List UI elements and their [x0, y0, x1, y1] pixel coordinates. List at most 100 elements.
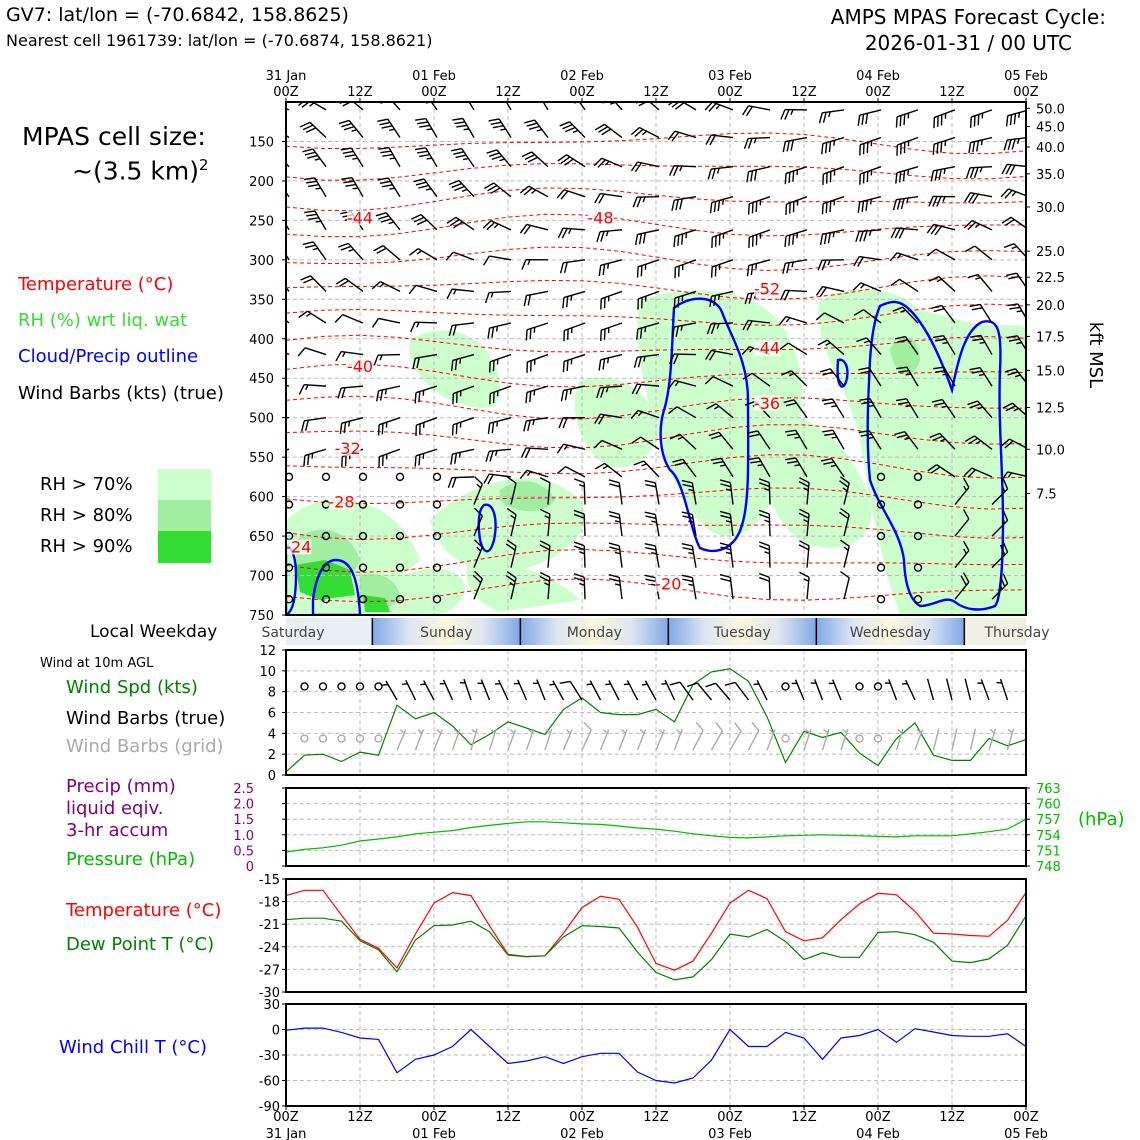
upper-wind-barb-flag — [673, 353, 679, 365]
legend-rh90-swatch — [158, 531, 211, 563]
pressure-tick-label: 750 — [249, 609, 274, 624]
upper-wind-barb-halfflag — [426, 157, 432, 160]
upper-wind-barb-halfflag — [526, 471, 532, 477]
upper-wind-barb — [787, 342, 808, 356]
upper-wind-barb — [863, 309, 882, 324]
upper-wind-barb-flag — [821, 398, 833, 402]
upper-wind-barb — [286, 108, 290, 111]
isotherm-label: -44 — [347, 208, 373, 227]
upper-wind-barb-flag — [742, 320, 749, 331]
upper-wind-barb — [954, 518, 970, 537]
upper-wind-barb-flag — [339, 423, 343, 435]
upper-wind-barb — [310, 275, 327, 292]
upper-wind-barb-halfflag — [764, 551, 770, 555]
upper-wind-barb — [785, 136, 808, 143]
cloud-outline — [659, 297, 750, 553]
upper-wind-barb-flag — [340, 210, 352, 215]
upper-wind-barb-flag — [798, 512, 809, 519]
surface-wind-barb-grid — [414, 729, 424, 751]
surface-wind-barb-grid-halfflag — [527, 728, 533, 734]
upper-wind-barb-halfflag — [651, 520, 657, 523]
upper-wind-barb-calm — [913, 531, 923, 541]
upper-wind-barb-flag — [719, 542, 731, 547]
upper-wind-barb-flag — [749, 433, 761, 438]
upper-wind-barb-flag — [645, 546, 657, 551]
upper-wind-barb — [822, 109, 845, 114]
upper-wind-barb-flag — [896, 366, 907, 370]
upper-wind-barb — [784, 289, 808, 293]
upper-wind-barb-flag — [673, 298, 676, 309]
surface-wind-barb-grid — [951, 728, 958, 751]
upper-wind-barb-flag — [491, 422, 495, 434]
upper-wind-barb-flag — [964, 192, 971, 203]
upper-wind-barb-flag — [596, 231, 601, 243]
upper-wind-barb-flag — [345, 183, 357, 187]
upper-wind-barb-flag — [799, 508, 810, 515]
upper-wind-barb-halfflag — [614, 551, 621, 555]
upper-wind-barb-flag — [528, 95, 539, 97]
weekday-cell — [286, 618, 373, 645]
upper-wind-barb-halfflag — [979, 166, 983, 173]
upper-wind-barb — [970, 136, 993, 144]
upper-wind-barb-flag — [720, 546, 732, 551]
upper-wind-barb-flag — [823, 233, 828, 245]
upper-wind-barb — [786, 196, 808, 205]
upper-wind-barb — [1007, 471, 1026, 477]
upper-wind-barb-flag — [967, 221, 977, 231]
upper-wind-barb — [350, 211, 364, 231]
upper-wind-barb-flag — [894, 228, 901, 239]
upper-wind-barb-halfflag — [605, 386, 609, 393]
upper-wind-barb-flag — [759, 482, 770, 488]
upper-wind-barb-calm — [358, 563, 368, 572]
upper-wind-barb-flag — [973, 167, 979, 178]
upper-wind-barb-flag — [710, 323, 716, 335]
surface-wind-barb-grid — [692, 730, 704, 751]
upper-wind-barb-flag — [474, 539, 483, 548]
surface-wind-barb-grid — [840, 728, 849, 751]
upper-wind-barb-calm — [876, 563, 886, 572]
upper-wind-barb-flag — [671, 326, 676, 338]
upper-wind-barb-flag — [306, 213, 317, 217]
upper-wind-barb-flag — [636, 196, 642, 208]
upper-wind-barb-flag — [340, 147, 352, 151]
upper-wind-barb-flag — [342, 102, 352, 107]
temperature-isotherm — [286, 454, 1026, 479]
pressure-tick-label: 450 — [249, 372, 274, 387]
upper-wind-barb-halfflag — [641, 463, 647, 467]
temperature-tick-label: -15 — [259, 873, 280, 888]
upper-wind-barb — [648, 102, 660, 111]
precip-tick-label: 0.5 — [233, 844, 254, 859]
bottom-hour-label: 12Z — [495, 1110, 521, 1125]
upper-wind-barb-flag — [976, 140, 980, 152]
upper-wind-barb-flag — [490, 187, 501, 194]
upper-wind-barb — [312, 148, 327, 168]
upper-wind-barb-halfflag — [490, 292, 494, 298]
upper-wind-barb — [896, 196, 919, 201]
upper-wind-barb-flag — [268, 277, 278, 280]
upper-wind-barb-flag — [790, 139, 794, 151]
pressure-tick-label: 600 — [249, 491, 274, 506]
upper-wind-barb-flag — [265, 127, 274, 133]
top-hour-label: 00Z — [865, 85, 891, 100]
upper-wind-barb-flag — [1002, 478, 1009, 490]
upper-wind-barb-flag — [452, 324, 457, 336]
upper-wind-barb-flag — [573, 545, 585, 551]
upper-wind-barb — [1013, 243, 1026, 258]
upper-wind-barb-flag — [759, 513, 770, 519]
weekday-cell — [816, 618, 965, 645]
upper-wind-barb — [654, 482, 660, 505]
upper-wind-barb — [674, 322, 697, 328]
surface-wind-barb-true — [552, 680, 565, 701]
rh-area — [286, 499, 420, 600]
surface-wind-barb-grid — [470, 728, 478, 751]
surface-wind-barb-grid-halfflag — [1007, 728, 1013, 734]
upper-wind-barb-halfflag — [499, 158, 505, 162]
upper-wind-barb-halfflag — [999, 584, 1003, 590]
upper-wind-barb-flag — [456, 124, 468, 128]
upper-wind-barb-flag — [562, 124, 573, 130]
temperature-isotherm — [286, 303, 1026, 326]
upper-wind-barb-flag — [338, 242, 349, 248]
upper-wind-barb-halfflag — [389, 187, 395, 190]
upper-wind-barb-halfflag — [544, 582, 550, 586]
upper-wind-barb-flag — [936, 142, 939, 154]
